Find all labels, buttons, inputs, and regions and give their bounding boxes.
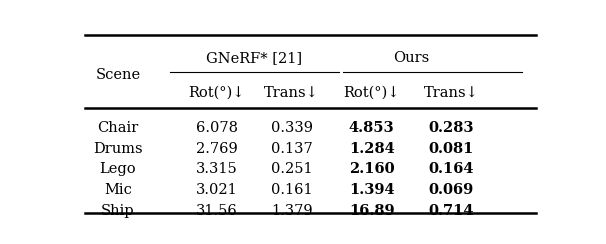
Text: Mic: Mic: [104, 183, 132, 197]
Text: 6.078: 6.078: [196, 121, 238, 135]
Text: 1.394: 1.394: [349, 183, 395, 197]
Text: Ship: Ship: [101, 203, 135, 218]
Text: 0.137: 0.137: [271, 142, 313, 156]
Text: 16.89: 16.89: [349, 203, 395, 218]
Text: 4.853: 4.853: [349, 121, 395, 135]
Text: 0.339: 0.339: [271, 121, 313, 135]
Text: Rot(°)↓: Rot(°)↓: [188, 85, 245, 99]
Text: 0.283: 0.283: [428, 121, 474, 135]
Text: 31.56: 31.56: [196, 203, 238, 218]
Text: 1.379: 1.379: [271, 203, 313, 218]
Text: Trans↓: Trans↓: [424, 85, 479, 99]
Text: Scene: Scene: [96, 68, 141, 82]
Text: Trans↓: Trans↓: [264, 85, 319, 99]
Text: 3.021: 3.021: [196, 183, 238, 197]
Text: 0.161: 0.161: [271, 183, 313, 197]
Text: Chair: Chair: [98, 121, 139, 135]
Text: Drums: Drums: [93, 142, 143, 156]
Text: 0.164: 0.164: [428, 162, 474, 176]
Text: 0.251: 0.251: [271, 162, 313, 176]
Text: 0.081: 0.081: [429, 142, 474, 156]
Text: 2.769: 2.769: [196, 142, 238, 156]
Text: Lego: Lego: [100, 162, 136, 176]
Text: Rot(°)↓: Rot(°)↓: [344, 85, 400, 99]
Text: 0.069: 0.069: [429, 183, 474, 197]
Text: Ours: Ours: [393, 51, 430, 65]
Text: 2.160: 2.160: [349, 162, 395, 176]
Text: GNeRF* [21]: GNeRF* [21]: [206, 51, 302, 65]
Text: 3.315: 3.315: [196, 162, 238, 176]
Text: 1.284: 1.284: [349, 142, 395, 156]
Text: 0.714: 0.714: [428, 203, 474, 218]
